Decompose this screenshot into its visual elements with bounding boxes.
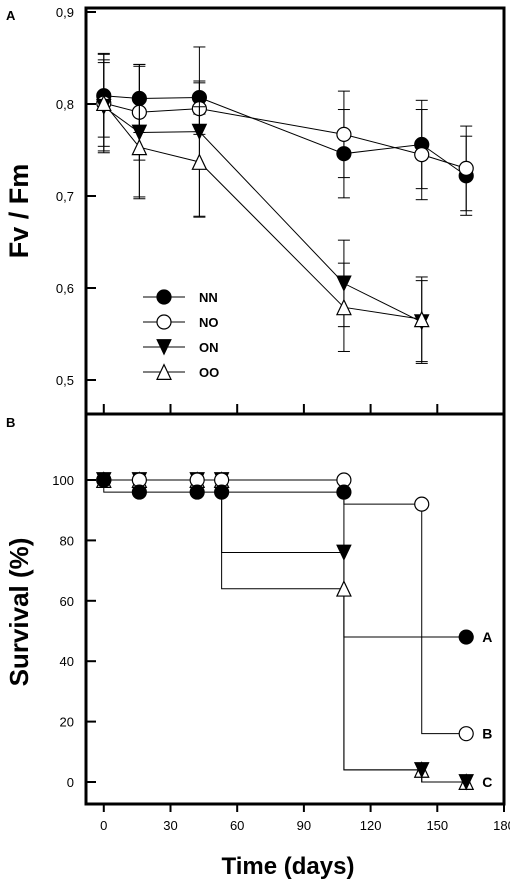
y-tick-label: 0,6 [56,281,74,296]
data-point [458,774,474,791]
data-point [189,484,205,500]
x-tick-label: 60 [230,818,244,833]
data-point [413,762,430,779]
group-letter-c: C [482,774,492,790]
data-point [95,94,112,112]
legend-item-on: ON [143,339,219,356]
y-tick-label: 20 [60,715,74,730]
panel-a-label: A [6,8,16,23]
x-axis-title: Time (days) [222,853,355,880]
x-tick-label: 120 [360,818,382,833]
group-letter-a: A [482,629,492,645]
panel-a-y-ticks: 0,5 0,6 0,7 0,8 0,9 [56,5,96,388]
y-tick-label: 100 [52,473,74,488]
panel-b-frame [84,412,506,806]
panel-a-x-ticks [102,404,505,414]
data-point [336,544,352,561]
y-tick-label: 80 [60,533,74,548]
data-point [336,126,352,142]
legend-item-no: NO [143,314,219,330]
series-on [95,46,430,364]
series-line-no [103,102,467,169]
x-tick-label: 90 [297,818,311,833]
series-no [96,472,474,742]
data-point [214,484,230,500]
y-tick-label: 0,8 [56,97,74,112]
legend-label: ON [199,340,219,355]
step-line-oo [103,479,467,783]
data-point [458,629,474,645]
data-point [458,726,474,742]
series-nn [96,53,474,216]
panel-a: A 0,5 0,6 0,7 0,8 0,9 Fv / Fm NN NO ON OO [4,5,506,416]
panel-b-label: B [6,415,15,430]
series-line-oo [103,102,422,320]
y-tick-label: 60 [60,594,74,609]
series-oo [95,471,475,790]
panel-a-y-axis-title: Fv / Fm [4,164,34,259]
legend: NN NO ON OO [143,289,219,380]
data-point [336,484,352,500]
step-line-nn [103,480,467,638]
step-line-on [103,479,467,783]
x-tick-label: 0 [100,818,107,833]
panel-b-x-ticks: 0 30 60 90 120 150 180 [100,804,510,833]
series-oo [95,59,430,363]
data-point [414,147,430,163]
x-tick-label: 150 [426,818,448,833]
y-tick-label: 0 [67,775,74,790]
data-point [335,298,352,316]
panel-b-y-ticks: 0 20 40 60 80 100 [52,473,96,790]
series-line-nn [103,95,467,177]
panel-b-y-axis-title: Survival (%) [4,538,34,687]
data-point [335,579,352,597]
legend-marker [156,363,172,380]
legend-item-oo: OO [143,363,219,380]
legend-marker [156,289,172,305]
y-tick-label: 0,7 [56,189,74,204]
group-letter-b: B [482,726,492,742]
data-point [458,160,474,176]
legend-label: NO [199,315,219,330]
panel-a-frame [84,6,506,416]
panel-b-series: A B C [95,471,492,791]
y-tick-label: 0,9 [56,5,74,20]
legend-marker [156,314,172,330]
panel-a-series [95,46,474,364]
data-point [131,484,147,500]
panel-b: B 0 20 40 60 80 100 0 30 60 90 120 150 180 Survival… [4,412,510,880]
legend-label: OO [199,365,219,380]
data-point [414,496,430,512]
data-point [131,138,148,156]
legend-label: NN [199,290,218,305]
x-tick-label: 30 [163,818,177,833]
legend-marker [156,339,172,356]
series-nn [96,472,474,645]
data-point [413,310,430,328]
y-tick-label: 40 [60,654,74,669]
series-line-on [103,106,422,323]
step-line-no [103,479,467,735]
x-tick-label: 180 [493,818,510,833]
y-tick-label: 0,5 [56,373,74,388]
legend-item-nn: NN [143,289,218,305]
data-point [191,153,208,170]
series-on [95,472,474,791]
data-point [96,472,112,488]
